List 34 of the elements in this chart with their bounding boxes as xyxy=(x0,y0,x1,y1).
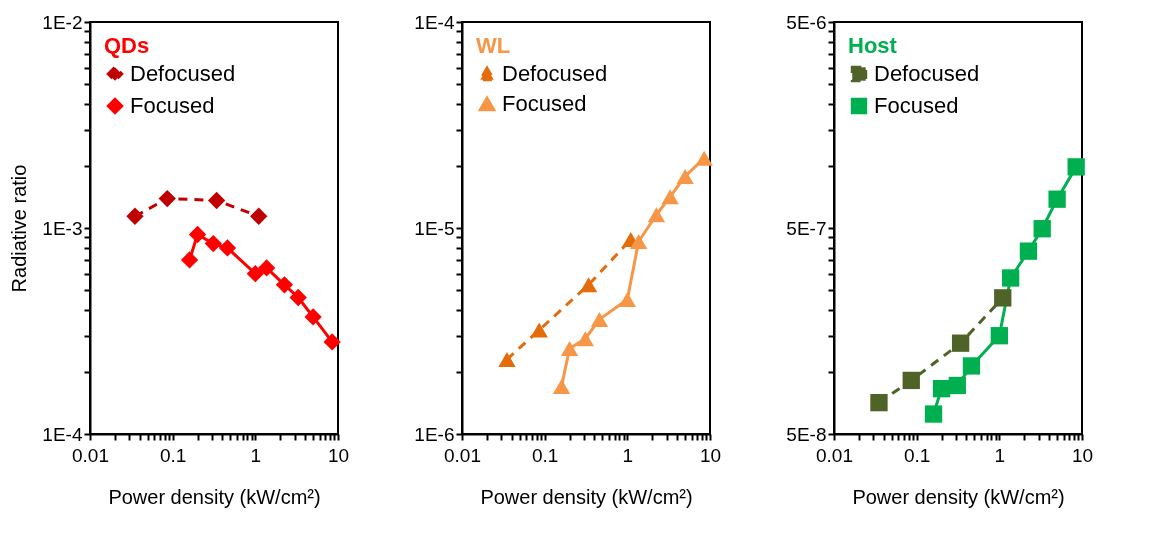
x-tick-label: 1 xyxy=(250,444,262,466)
y-tick-label: 1E-4 xyxy=(42,423,83,445)
x-tick-label: 0.01 xyxy=(444,444,481,466)
x-tick-label: 0.01 xyxy=(816,444,853,466)
y-tick-label: 1E-3 xyxy=(42,217,83,239)
x-tick-label: 1 xyxy=(994,444,1006,466)
x-tick-label: 0.1 xyxy=(531,444,559,466)
x-tick-label: 10 xyxy=(327,444,350,466)
x-tick-label: 0.1 xyxy=(159,444,187,466)
legend-label: Defocused xyxy=(130,61,236,86)
x-tick-label: 0.1 xyxy=(903,444,931,466)
legend-label: Focused xyxy=(130,93,215,118)
y-tick-label: 1E-4 xyxy=(414,11,455,33)
legend-title: QDs xyxy=(104,33,150,58)
legend-label: Defocused xyxy=(874,61,980,86)
legend-label: Defocused xyxy=(502,61,608,86)
legend-label: Focused xyxy=(874,93,959,118)
y-axis-title: Radiative ratio xyxy=(8,164,31,293)
x-tick-label: 1 xyxy=(622,444,634,466)
legend-title: WL xyxy=(476,33,511,58)
legend-label: Focused xyxy=(502,91,587,116)
y-tick-label: 5E-8 xyxy=(786,423,827,445)
y-tick-label: 1E-6 xyxy=(414,423,455,445)
legend-title: Host xyxy=(848,33,898,58)
y-tick-label: 5E-6 xyxy=(786,11,827,33)
x-axis-title: Power density (kW/cm²) xyxy=(852,485,1065,508)
x-tick-label: 10 xyxy=(699,444,722,466)
x-axis-title: Power density (kW/cm²) xyxy=(108,485,321,508)
y-tick-label: 1E-2 xyxy=(42,11,83,33)
x-axis-title: Power density (kW/cm²) xyxy=(480,485,693,508)
x-tick-label: 10 xyxy=(1071,444,1094,466)
y-tick-label: 1E-5 xyxy=(414,217,455,239)
x-tick-label: 0.01 xyxy=(72,444,109,466)
y-tick-label: 5E-7 xyxy=(786,217,827,239)
